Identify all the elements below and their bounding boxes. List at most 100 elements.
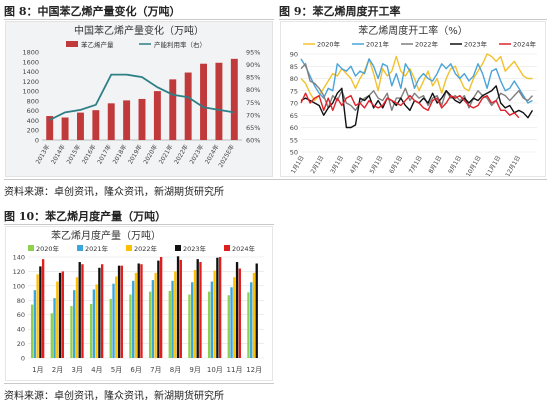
bar-monthly-output [188, 294, 191, 358]
legend-swatch [126, 245, 132, 251]
legend-swatch-output [66, 41, 78, 47]
chart-title: 中国苯乙烯产量变化（万吨） [74, 24, 204, 37]
x-tick-label: 10月1日 [465, 155, 483, 177]
x-tick-label: 9月1日 [447, 155, 463, 176]
x-tick-label: 7月 [150, 366, 161, 374]
y-tick-label: 80 [17, 297, 25, 305]
y-right-tick-label: 85% [246, 74, 260, 82]
bar-monthly-output [39, 266, 42, 358]
y-tick-label: 40 [17, 326, 25, 334]
bar-monthly-output [100, 264, 104, 358]
y-left-tick-label: 400 [27, 117, 39, 125]
bar-output [77, 112, 84, 140]
legend-label: 2024年 [513, 40, 537, 49]
x-tick-label: 8月 [170, 366, 181, 374]
chart-title: 苯乙烯周度开工率（%） [358, 24, 468, 37]
y-left-tick-label: 1400 [22, 68, 39, 76]
bar-output [107, 103, 115, 140]
series-line [300, 92, 520, 119]
series-line [300, 63, 533, 112]
legend-label: 2020年 [317, 40, 341, 49]
bar-monthly-output [132, 280, 135, 358]
x-tick-label: 5月1日 [369, 155, 385, 176]
y-left-tick-label: 1800 [22, 49, 39, 57]
x-tick-label: 2014年 [49, 143, 67, 165]
bottom-source-note: 资料来源：卓创资讯，隆众资讯，新湖期货研究所 [4, 391, 224, 402]
bar-monthly-output [213, 270, 216, 358]
bar-monthly-output [179, 259, 182, 358]
top-source-note: 资料来源：卓创资讯，隆众资讯，新湖期货研究所 [4, 187, 224, 198]
figure-10-title: 图 10：苯乙烯月度产量（万吨） [4, 210, 167, 223]
x-tick-label: 12月1日 [504, 154, 522, 176]
line-utilization [49, 73, 235, 121]
series-line [300, 58, 533, 104]
figure-8-title-rule [4, 19, 274, 20]
y-tick-label: 140 [13, 254, 25, 262]
y-tick-label: 90 [290, 51, 298, 59]
y-tick-label: 50 [290, 149, 298, 157]
y-tick-label: 100 [13, 282, 25, 290]
y-left-tick-label: 200 [27, 127, 39, 135]
chart-title: 苯乙烯月度产量（万吨） [51, 229, 161, 242]
x-tick-label: 2月1日 [310, 155, 326, 176]
x-tick-label: 8月1日 [428, 155, 444, 176]
x-tick-label: 2013年 [34, 143, 52, 165]
legend-label-utilization: 产能利用率（右） [154, 40, 206, 49]
bar-monthly-output [129, 294, 132, 358]
y-right-tick-label: 75% [246, 99, 260, 107]
legend-swatch [175, 245, 181, 251]
y-tick-label: 65 [290, 112, 298, 120]
y-tick-label: 20 [17, 340, 25, 348]
bar-monthly-output [33, 290, 37, 358]
bar-monthly-output [73, 290, 76, 358]
bar-monthly-output [75, 277, 79, 358]
x-tick-label: 2018年 [111, 143, 129, 165]
y-tick-label: 60 [290, 124, 298, 132]
x-tick-label: 3月 [71, 366, 82, 374]
x-tick-label: 2月 [52, 366, 63, 374]
bar-output [138, 98, 146, 140]
bar-monthly-output [168, 290, 171, 358]
legend-label: 2022年 [415, 40, 439, 49]
bar-monthly-output [81, 264, 84, 358]
legend-label: 2023年 [464, 40, 488, 49]
y-left-tick-label: 1000 [22, 88, 39, 96]
y-tick-label: 0 [21, 355, 25, 363]
bar-monthly-output [41, 259, 45, 358]
legend-label: 2023年 [183, 244, 207, 253]
bar-monthly-output [148, 291, 152, 358]
figure-10-chart: 苯乙烯月度产量（万吨） 2020年 2021年 2022年 2023年 2024年 0 20 4… [13, 229, 264, 374]
figure-10-panel: 苯乙烯月度产量（万吨） 2020年 2021年 2022年 2023年 2024年 0 20 4… [5, 226, 273, 381]
figure-9-title-rule [279, 19, 547, 20]
bar-monthly-output [50, 313, 53, 358]
x-tick-label: 2022年 [172, 143, 190, 165]
y-left-tick-label: 800 [27, 97, 39, 105]
bar-monthly-output [117, 265, 121, 358]
x-tick-label: 3月1日 [329, 155, 345, 176]
legend-label: 2021年 [85, 244, 109, 253]
bar-monthly-output [58, 272, 62, 358]
figure-8-chart: 中国苯乙烯产量变化（万吨）苯乙烯产量 产能利用率（右）02004006008001… [22, 24, 260, 169]
y-left-tick-label: 600 [27, 107, 39, 115]
bar-output [184, 72, 192, 140]
x-tick-label: 5月 [111, 366, 122, 374]
bar-monthly-output [230, 287, 233, 358]
bar-output [61, 117, 69, 140]
x-tick-label: 1月 [32, 366, 43, 374]
figure-8-title: 图 8：中国苯乙烯产量变化（万吨） [4, 5, 181, 18]
bar-monthly-output [137, 263, 140, 358]
bar-output [215, 62, 223, 140]
x-tick-label: 2024年 [203, 143, 221, 165]
bar-output [169, 79, 177, 140]
bar-monthly-output [78, 262, 81, 358]
bar-monthly-output [250, 282, 253, 358]
y-right-tick-label: 80% [246, 86, 260, 94]
legend-swatch [224, 245, 230, 251]
bar-monthly-output [171, 280, 174, 358]
bar-monthly-output [109, 298, 112, 358]
bar-monthly-output [252, 272, 256, 358]
bar-monthly-output [30, 304, 34, 358]
bar-monthly-output [191, 282, 194, 358]
x-tick-label: 7月1日 [408, 155, 424, 176]
legend-label: 2021年 [366, 40, 390, 49]
